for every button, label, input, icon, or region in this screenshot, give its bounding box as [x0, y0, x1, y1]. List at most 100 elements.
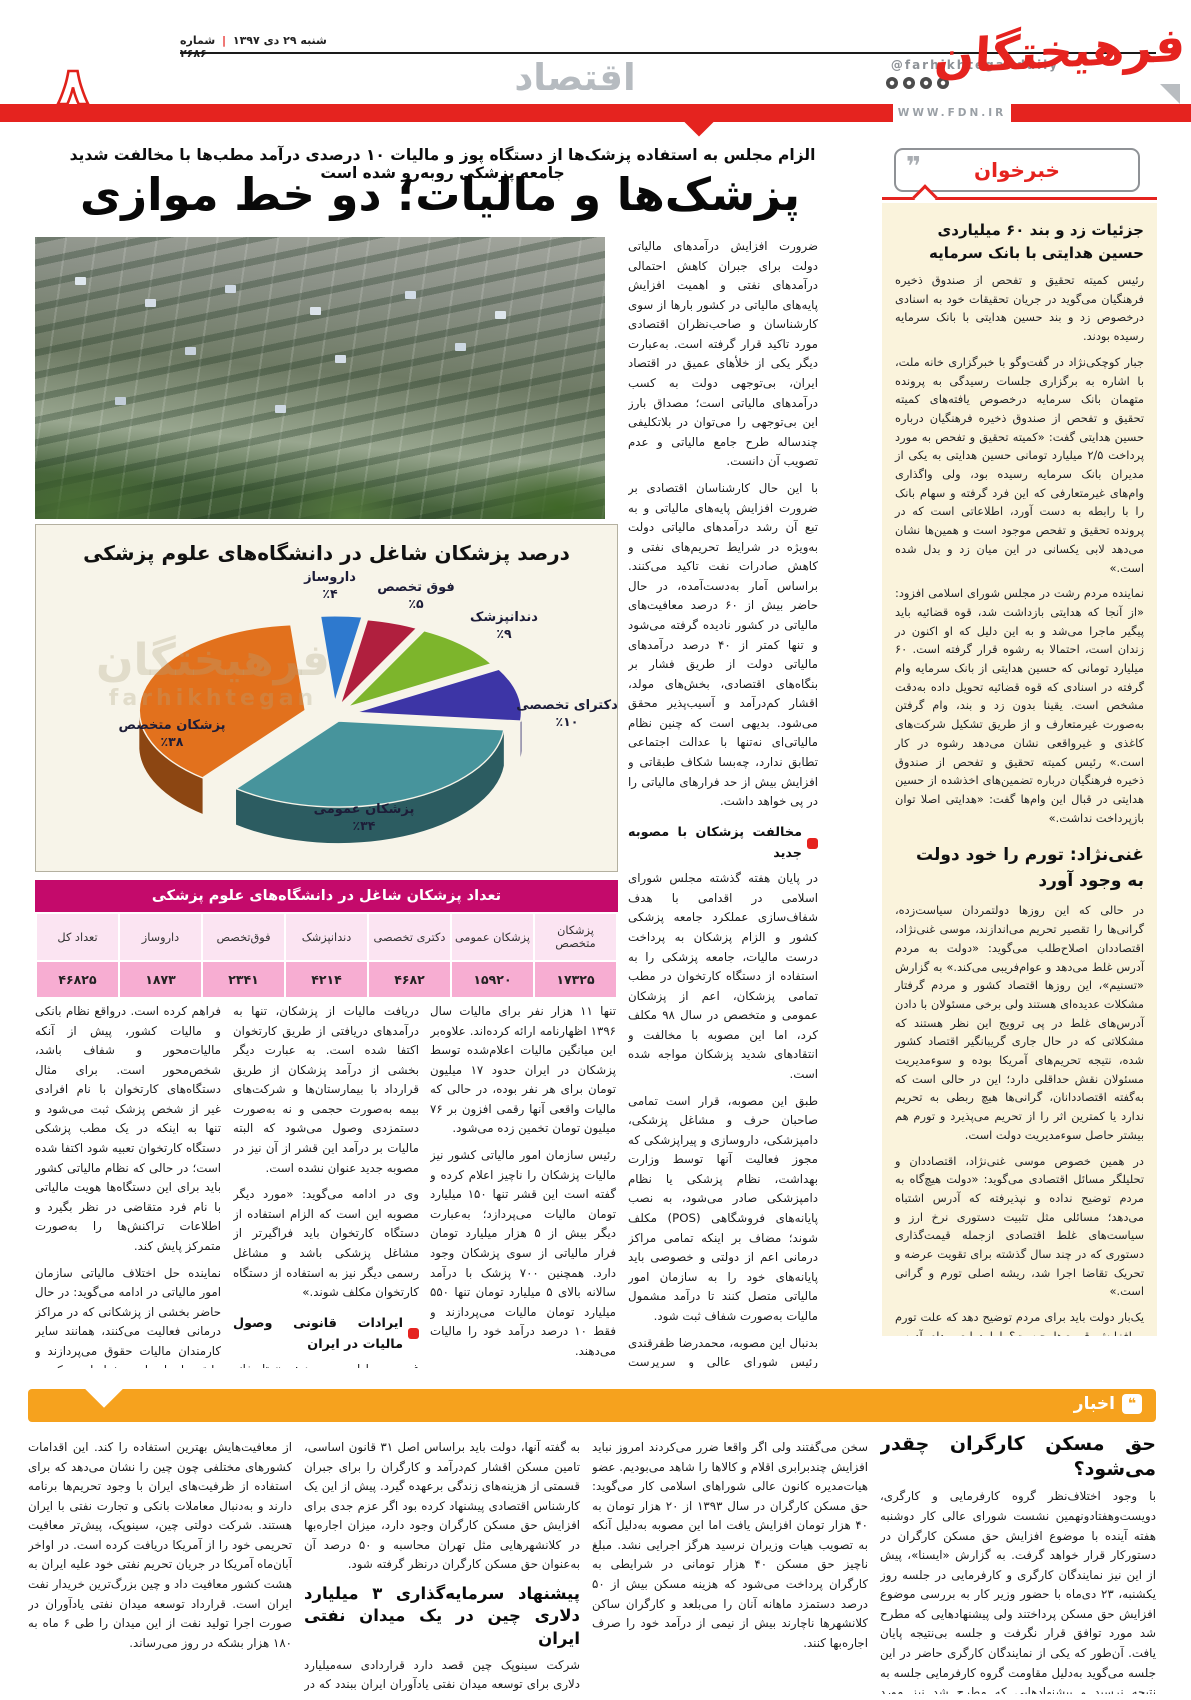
news-paragraph: به گفته آنها، دولت باید براساس اصل ۳۱ قا…: [304, 1440, 580, 1572]
table-column-header: دندانپزشک: [286, 914, 367, 960]
news-headline-china: پیشنهاد سرمایه‌گذاری ۳ میلیارد دلاری چین…: [304, 1584, 580, 1648]
lead-headline: پزشک‌ها و مالیات؛ دو خط موازی: [79, 168, 801, 221]
article-paragraph: در پایان هفته گذشته مجلس شورای اسلامی در…: [628, 871, 818, 1082]
pie-slice: [520, 715, 522, 758]
table-value-row: ۱۷۳۲۵ ۱۵۹۲۰ ۴۶۸۲ ۴۲۱۴ ۲۳۴۱ ۱۸۷۳ ۴۶۸۲۵: [37, 962, 616, 997]
article-column-1: ضرورت افزایش درآمدهای مالیاتی دولت برای …: [628, 237, 818, 1368]
subheading-legal: ایرادات قانونی وصول مالیات در ایران: [233, 1313, 419, 1355]
article-column-3: دریافت مالیات از پزشکان، تنها به درآمدها…: [233, 1002, 419, 1368]
pie-slice: [234, 720, 505, 808]
date-line: شنبه ۲۹ دی ۱۳۹۷ | شماره ۲۶۸۶: [180, 34, 345, 60]
news-bar-label: ❝ اخبار: [1074, 1394, 1142, 1414]
pie-slice-label: فوق تخصص: [377, 580, 455, 595]
pie-slice: [339, 618, 419, 706]
subheading-text: مخالفت پزشکان با مصوبه جدید: [628, 824, 802, 861]
news-paragraph: با وجود اختلاف‌نظر گروه کارفرمایی و کارگ…: [880, 1489, 1156, 1694]
sidebar-panel: جزئیات زد و بند ۶۰ میلیاردی حسین هدایتی …: [882, 203, 1157, 1336]
website-url: WWW.FDN.IR: [897, 107, 1007, 119]
table-title: تعداد پزشکان شاغل در دانشگاه‌های علوم پز…: [35, 880, 618, 912]
table-cell-value: ۴۲۱۴: [286, 962, 367, 997]
news-paragraph: شرکت سینوپک چین قصد دارد قراردادی سه‌میل…: [304, 1657, 580, 1692]
twitter-icon: [920, 77, 932, 89]
newsreader-sidebar: خبرخوان ❞ جزئیات زد و بند ۶۰ میلیاردی حس…: [882, 148, 1157, 1338]
table-cell-value: ۴۶۸۲۵: [37, 962, 118, 997]
news-column-2: سخن می‌گفتند ولی اگر واقعا ضرر می‌کردند …: [592, 1438, 868, 1694]
sidebar-title: خبرخوان: [974, 158, 1060, 182]
news-section-bar: ❝ اخبار: [28, 1368, 1156, 1422]
instagram-icon: [886, 77, 898, 89]
article-column-2: تنها ۱۱ هزار نفر برای مالیات سال ۱۳۹۶ اظ…: [430, 1002, 616, 1368]
pie-slice: [236, 729, 504, 844]
subheading-opposition: مخالفت پزشکان با مصوبه جدید: [628, 822, 818, 864]
table-column-header: تعداد کل: [37, 914, 118, 960]
pie-slice: [319, 615, 363, 703]
newspaper-logo: فرهیختگان: [932, 17, 1187, 86]
pie-slice-label: دندانپزشک: [470, 610, 538, 625]
sidebar-article-title: جزئیات زد و بند ۶۰ میلیاردی حسین هدایتی …: [929, 221, 1144, 262]
red-bullet-icon: [408, 1328, 419, 1340]
pie-slice-label: پزشکان متخصص: [118, 718, 225, 733]
table-header-row: پزشکان متخصص پزشکان عمومی دکتری تخصصی دندان…: [37, 914, 616, 960]
date-text: شنبه ۲۹ دی ۱۳۹۷: [232, 34, 327, 47]
logo-triangle: [1160, 84, 1180, 104]
pie-slice-value: ٪۳۴: [353, 818, 376, 833]
news-column-3: به گفته آنها، دولت باید براساس اصل ۳۱ قا…: [304, 1438, 580, 1694]
telegram-icon: [937, 77, 949, 89]
sidebar-paragraph: نماینده مردم رشت در مجلس شورای اسلامی اف…: [895, 586, 1144, 825]
article-paragraph: با این حال کارشناسان اقتصادی بر ضرورت اف…: [628, 480, 818, 809]
subheading-text: ایرادات قانونی وصول مالیات در ایران: [233, 1315, 403, 1352]
article-paragraph: تنها ۱۱ هزار نفر برای مالیات سال ۱۳۹۶ اظ…: [430, 1004, 616, 1136]
news-column-1: حق مسکن کارگران چقدر می‌شود؟ با وجود اخت…: [880, 1432, 1156, 1694]
pie-slice-label: داروساز: [303, 570, 356, 585]
header-red-bar: [0, 104, 1191, 122]
parliament-photo: [35, 237, 605, 519]
stats-table: پزشکان متخصص پزشکان عمومی دکتری تخصصی دندان…: [35, 912, 618, 999]
quote-icon: ❞: [906, 152, 922, 182]
pie-slice-value: ٪۴: [322, 586, 338, 601]
sidebar-red-line: [882, 197, 1157, 200]
article-paragraph: رئیس سازمان امور مالیاتی کشور نیز مالیات…: [430, 1148, 616, 1358]
news-bar-notch: [84, 1368, 124, 1408]
date-separator: |: [222, 34, 227, 47]
news-column-4: از معافیت‌هایش بهترین استفاده را کند. ای…: [28, 1438, 292, 1694]
news-quote-icon: ❝: [1122, 1394, 1142, 1414]
article-paragraph: دریافت مالیات از پزشکان، تنها به درآمدها…: [233, 1004, 419, 1175]
social-icons: [886, 77, 949, 89]
pie-slice-label: دکترای تخصصی: [516, 698, 617, 713]
section-title: اقتصاد: [514, 56, 636, 99]
pie-slice-label: پزشکان عمومی: [314, 802, 415, 817]
pie-chart-panel: درصد پزشکان شاغل در دانشگاه‌های علوم پزش…: [35, 524, 618, 872]
article-paragraph: ضرورت افزایش درآمدهای مالیاتی دولت برای …: [628, 239, 818, 469]
issue-number: شماره ۲۶۸۶: [180, 34, 216, 60]
news-headline-housing: حق مسکن کارگران چقدر می‌شود؟: [880, 1433, 1156, 1480]
article-paragraph: طبق این مصوبه، قرار است تمامی صاحبان حرف…: [628, 1093, 818, 1323]
social-handle: @farhikhtegandaily: [890, 58, 1060, 72]
sidebar-paragraph: یک‌بار دولت باید برای مردم توضیح دهد که …: [895, 1310, 1144, 1336]
pie-slice: [355, 668, 523, 722]
article-column-4: فراهم کرده است. درواقع نظام بانکی و مالی…: [35, 1002, 221, 1368]
pie-slice-value: ٪۵: [408, 596, 424, 611]
table-column-header: پزشکان متخصص: [535, 914, 616, 960]
lead-kicker: الزام مجلس به استفاده پزشک‌ها از دستگاه …: [69, 146, 816, 182]
red-bullet-icon: [807, 837, 818, 849]
table-cell-value: ۲۳۴۱: [203, 962, 284, 997]
pie-slice-value: ٪۳۸: [161, 734, 184, 749]
table-column-header: دکتری تخصصی: [369, 914, 450, 960]
sidebar-paragraph: در حالی که این روزها دولتمردان سیاست‌زده…: [895, 903, 1144, 1142]
article-paragraph: وی در ادامه می‌گوید: «مورد دیگر مصوبه ای…: [233, 1187, 419, 1300]
pie-chart: داروساز٪۴ فوق تخصص٪۵ دندانپزشک٪۹ دکترای تخص…: [118, 570, 618, 844]
header-rule: [180, 52, 1156, 54]
article-paragraph: نماینده حل اختلاف مالیاتی سازمان امور ما…: [35, 1265, 221, 1368]
pie-slice: [139, 712, 203, 814]
news-paragraph: از معافیت‌هایش بهترین استفاده را کند. ای…: [28, 1440, 292, 1650]
sidebar-article-title: غنی‌نژاد: تورم را خود دولت به وجود آورد: [916, 845, 1144, 891]
sidebar-paragraph: رئیس کمیته تحقیق و تفحص از صندوق ذخیره ف…: [895, 273, 1144, 344]
table-column-header: پزشکان عمومی: [452, 914, 533, 960]
website-box: WWW.FDN.IR: [893, 104, 1011, 122]
table-column-header: فوق‌تخصص: [203, 914, 284, 960]
pie-slice: [347, 629, 493, 708]
news-paragraph: سخن می‌گفتند ولی اگر واقعا ضرر می‌کردند …: [592, 1440, 868, 1650]
aparat-icon: [903, 77, 915, 89]
sidebar-paragraph: در همین خصوص موسی غنی‌نژاد، اقتصاددان و …: [895, 1153, 1144, 1299]
